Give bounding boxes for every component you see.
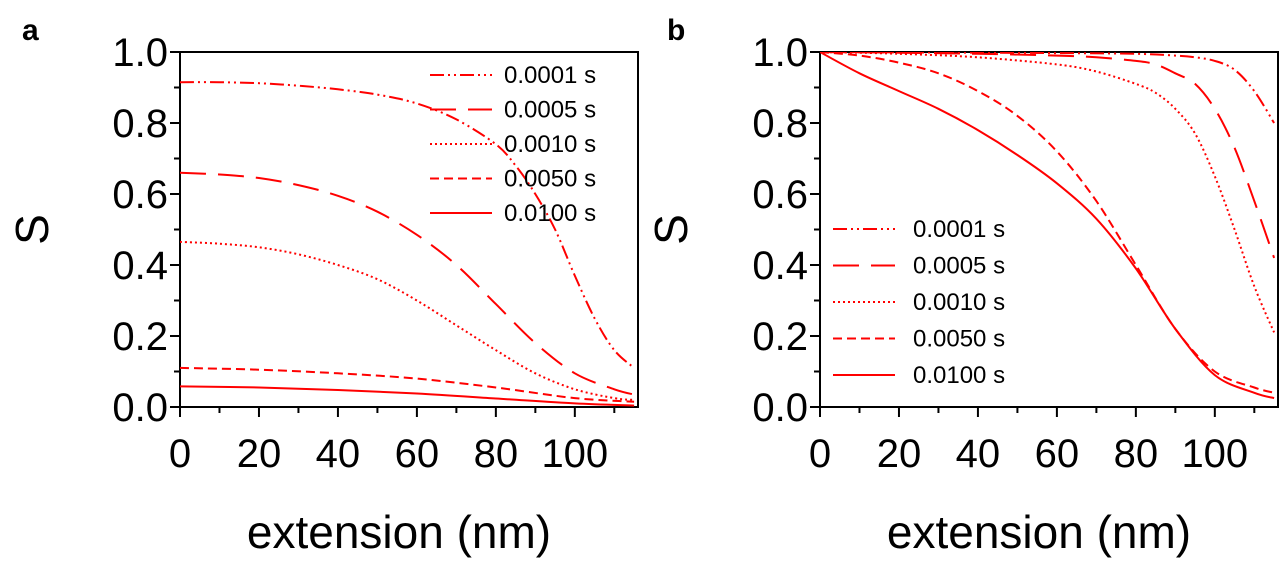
legend-label: 0.0010 s — [504, 131, 596, 158]
x-tick-label: 20 — [237, 432, 282, 476]
x-tick-label: 40 — [316, 432, 361, 476]
legend-label: 0.0050 s — [913, 326, 1005, 353]
series-line-3 — [820, 52, 1275, 394]
x-tick-label: 100 — [1181, 432, 1248, 476]
legend: 0.0001 s 0.0005 s 0.0010 s 0.0050 s 0.0100 s — [430, 62, 596, 227]
chart-panel-a: a 0.0 0.2 0.4 0.6 0.8 1.0 0 20 40 60 80 100 extension… — [6, 14, 639, 558]
series-line-1 — [820, 52, 1276, 259]
x-tick-label: 80 — [1114, 432, 1159, 476]
series-line-1 — [180, 171, 635, 396]
legend-label: 0.0100 s — [913, 362, 1005, 389]
x-tick-label: 0 — [169, 432, 191, 476]
legend-label: 0.0005 s — [504, 97, 596, 124]
x-tick-label: 0 — [809, 432, 831, 476]
legend-label: 0.0005 s — [913, 253, 1005, 280]
y-tick-label: 0.4 — [752, 244, 808, 288]
series-line-2 — [180, 240, 635, 401]
x-axis-title: extension (nm) — [887, 506, 1191, 558]
y-tick-label: 0.2 — [112, 315, 168, 359]
legend-label: 0.0100 s — [504, 200, 596, 227]
y-tick-label: 0.6 — [112, 173, 168, 217]
x-tick-label: 100 — [541, 432, 608, 476]
chart-panel-b: b 0.0 0.2 0.4 0.6 0.8 1.0 0 20 40 60 80 100 extension… — [645, 14, 1279, 558]
series-line-0 — [180, 81, 635, 369]
y-axis-title: S — [645, 214, 697, 245]
legend-label: 0.0010 s — [913, 289, 1005, 316]
series-line-4 — [820, 52, 1275, 400]
legend-label: 0.0050 s — [504, 166, 596, 193]
y-tick-label: 0.6 — [752, 173, 808, 217]
series-line-3 — [180, 366, 635, 403]
x-tick-label: 60 — [1035, 432, 1080, 476]
x-tick-label: 20 — [877, 432, 922, 476]
legend-label: 0.0001 s — [504, 62, 596, 89]
series-line-4 — [180, 385, 635, 407]
y-tick-label: 1.0 — [112, 31, 168, 75]
x-tick-label: 60 — [395, 432, 440, 476]
legend-label: 0.0001 s — [913, 216, 1005, 243]
y-tick-label: 0.0 — [112, 386, 168, 430]
y-tick-label: 1.0 — [752, 31, 808, 75]
panel-label: b — [667, 14, 685, 47]
y-tick-label: 0.8 — [112, 102, 168, 146]
y-axis-title: S — [6, 214, 58, 245]
x-tick-label: 40 — [956, 432, 1001, 476]
legend: 0.0001 s 0.0005 s 0.0010 s 0.0050 s 0.0100 s — [833, 216, 1005, 389]
series-line-0 — [820, 52, 1275, 124]
y-tick-label: 0.8 — [752, 102, 808, 146]
y-tick-label: 0.4 — [112, 244, 168, 288]
x-axis-title: extension (nm) — [247, 506, 551, 558]
series-line-2 — [820, 52, 1276, 333]
panel-label: a — [22, 14, 39, 47]
x-tick-label: 80 — [474, 432, 519, 476]
y-tick-label: 0.2 — [752, 315, 808, 359]
y-tick-label: 0.0 — [752, 386, 808, 430]
